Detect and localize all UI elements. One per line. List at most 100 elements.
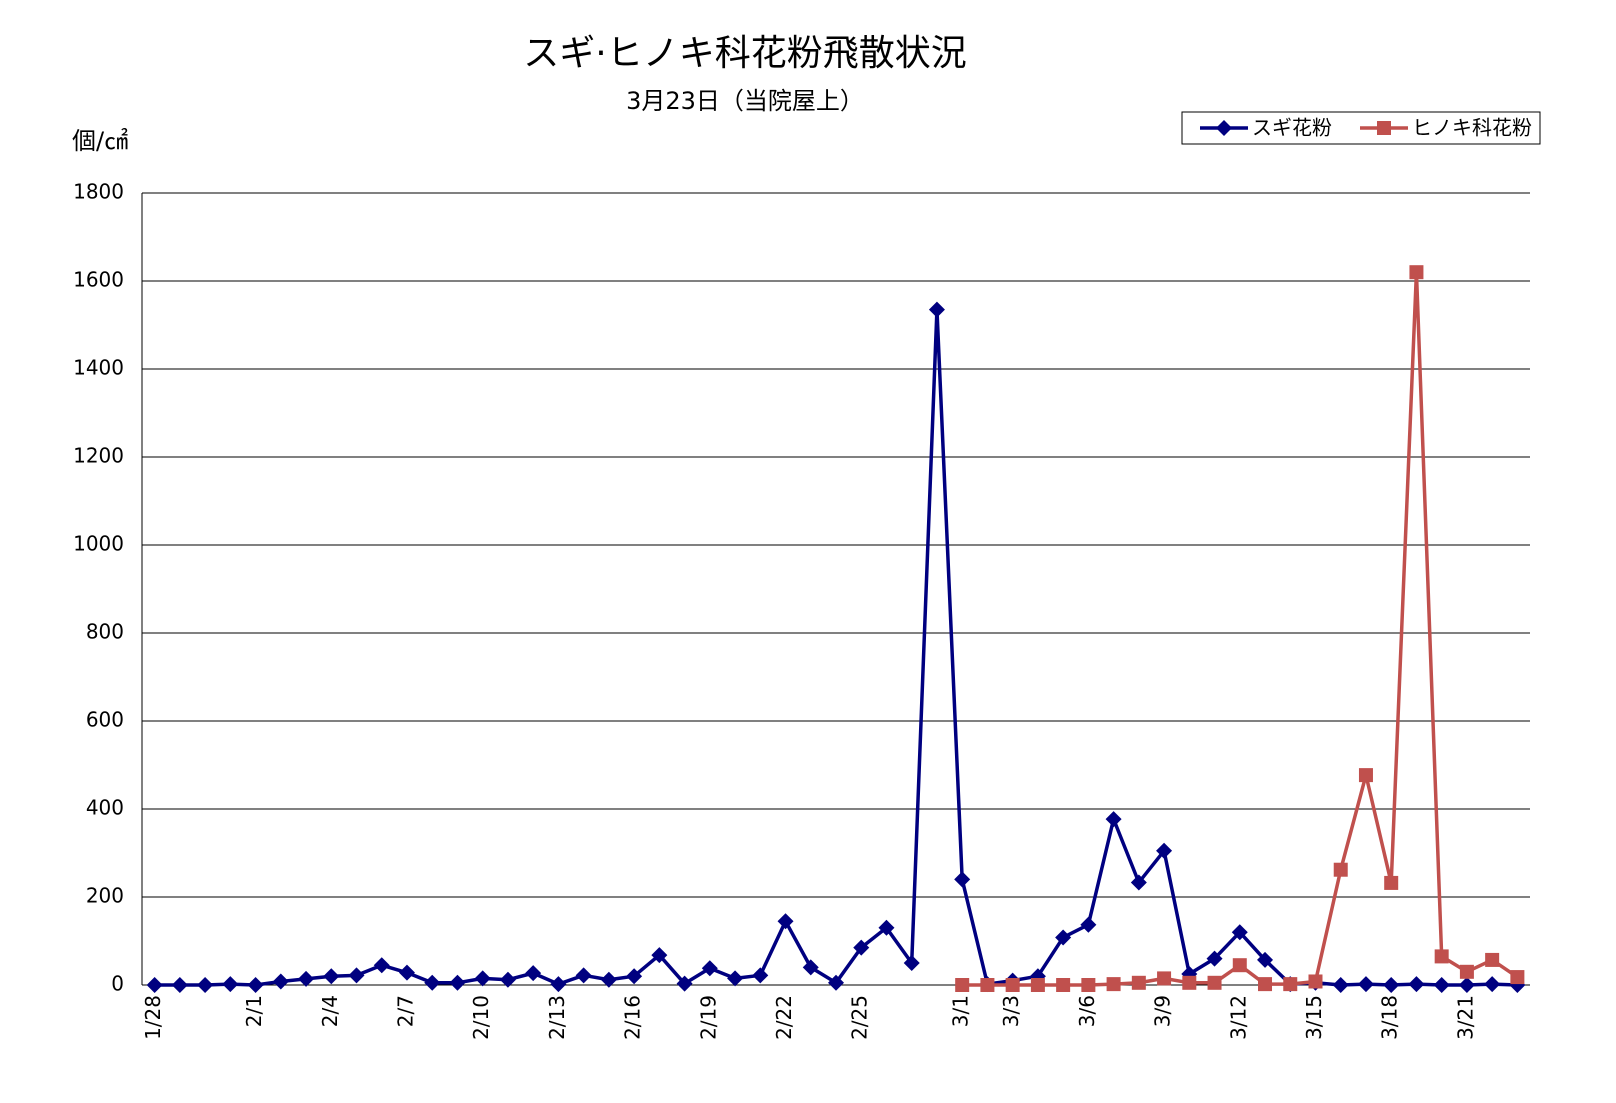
data-point [1510, 970, 1525, 985]
data-point [1232, 958, 1247, 973]
data-point [1130, 874, 1147, 891]
data-point [1106, 977, 1121, 992]
data-point [1207, 975, 1222, 990]
data-point [752, 967, 769, 984]
data-point [955, 978, 970, 992]
y-tick-label: 1600 [73, 268, 124, 292]
x-tick-label: 2/22 [772, 995, 796, 1040]
data-point [373, 957, 390, 974]
y-tick-label: 1200 [73, 444, 124, 468]
y-tick-label: 1000 [73, 532, 124, 556]
data-point [1433, 977, 1450, 993]
data-point [1005, 978, 1020, 992]
data-point [676, 975, 693, 992]
data-point [1105, 811, 1122, 828]
data-point [1434, 949, 1449, 964]
data-point [1459, 964, 1474, 979]
data-point [1182, 975, 1197, 990]
data-point [575, 967, 592, 984]
data-point [1055, 929, 1072, 946]
legend-label: ヒノキ科花粉 [1412, 116, 1532, 140]
x-tick-label: 3/6 [1075, 995, 1099, 1027]
data-point [1081, 978, 1096, 992]
data-point [802, 959, 819, 976]
data-point [1283, 977, 1298, 992]
x-tick-label: 3/9 [1151, 995, 1175, 1027]
x-tick-label: 2/13 [545, 995, 569, 1040]
data-point [626, 968, 643, 985]
data-point [1157, 971, 1172, 986]
data-point [1377, 121, 1391, 135]
data-point [146, 977, 163, 993]
data-point [651, 947, 668, 964]
chart-subtitle: 3月23日（当院屋上） [626, 87, 864, 115]
data-point [348, 967, 365, 984]
data-point [272, 973, 289, 990]
data-point [853, 939, 870, 956]
chart-title: スギ·ヒノキ科花粉飛散状況 [523, 33, 966, 74]
data-point [903, 955, 920, 971]
data-point [701, 960, 718, 977]
data-point [1231, 924, 1248, 941]
data-point [1257, 951, 1274, 968]
data-point [1056, 978, 1071, 992]
data-point [1258, 977, 1273, 992]
x-tick-label: 3/21 [1453, 995, 1477, 1040]
data-point [398, 964, 415, 981]
series-line [962, 270, 1519, 987]
x-tick-label: 2/1 [242, 995, 266, 1027]
data-point [1216, 120, 1232, 136]
data-point [600, 971, 617, 988]
data-point [1409, 265, 1424, 280]
x-tick-label: 3/3 [999, 995, 1023, 1027]
data-point [1131, 975, 1146, 990]
data-point [1206, 950, 1223, 967]
data-point [222, 976, 239, 993]
data-point [1484, 976, 1501, 993]
data-point [525, 965, 542, 982]
data-point [928, 301, 945, 318]
data-point [1383, 977, 1400, 993]
data-point [1332, 977, 1349, 993]
y-tick-label: 1400 [73, 356, 124, 380]
x-tick-label: 3/18 [1378, 995, 1402, 1040]
data-point [1384, 875, 1399, 890]
y-tick-label: 200 [86, 884, 124, 908]
x-tick-label: 2/19 [696, 995, 720, 1040]
data-point [1408, 976, 1425, 993]
data-point [1156, 842, 1173, 859]
x-tick-label: 3/15 [1302, 995, 1326, 1040]
data-point [1485, 952, 1500, 967]
data-point [1357, 976, 1374, 993]
x-tick-label: 2/4 [318, 995, 342, 1027]
y-tick-label: 0 [111, 972, 124, 996]
data-point [449, 974, 466, 991]
data-point [499, 971, 516, 988]
data-point [1030, 978, 1045, 992]
data-point [1358, 768, 1373, 783]
data-point [298, 970, 315, 987]
data-point [323, 968, 340, 985]
x-tick-label: 2/7 [393, 995, 417, 1027]
data-point [1308, 974, 1323, 989]
y-tick-label: 400 [86, 796, 124, 820]
y-tick-label: 800 [86, 620, 124, 644]
data-point [1080, 916, 1097, 933]
x-tick-label: 2/25 [848, 995, 872, 1040]
y-tick-label: 1800 [73, 180, 124, 204]
data-point [1458, 977, 1475, 993]
x-tick-label: 2/16 [621, 995, 645, 1040]
x-tick-label: 3/12 [1226, 995, 1250, 1040]
data-point [424, 974, 441, 991]
data-point [777, 913, 794, 930]
x-tick-label: 2/10 [469, 995, 493, 1040]
series-line [154, 307, 1518, 987]
data-point [828, 974, 844, 991]
y-axis-label: 個/㎠ [72, 127, 128, 155]
legend-label: スギ花粉 [1252, 116, 1332, 140]
data-point [727, 970, 744, 987]
data-point [247, 977, 264, 993]
data-point [980, 978, 995, 992]
data-point [474, 970, 491, 987]
